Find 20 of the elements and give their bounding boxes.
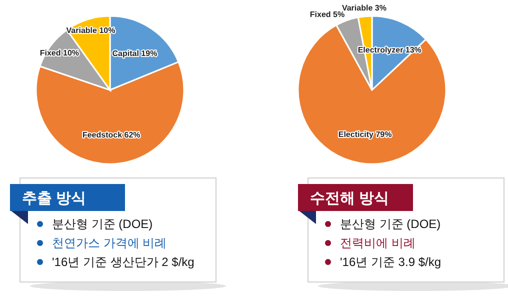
text: '16년 기준 생산단가 2 $/kg — [52, 255, 194, 269]
data-label: 79% — [374, 130, 392, 139]
text: 천연가스 가격에 비례 — [52, 236, 167, 250]
text: '16년 기준 3.9 $/kg — [340, 255, 442, 269]
data-label: 62% — [122, 130, 140, 140]
slice-label: Variable — [342, 3, 374, 12]
data-label: 3% — [372, 3, 386, 12]
text: 수전해 방식 — [310, 190, 390, 207]
data-label: 19% — [138, 49, 158, 58]
text: 분산형 기준 (DOE) — [52, 217, 153, 231]
text: 전력비에 비례 — [340, 236, 416, 250]
text: 분산형 기준 (DOE) — [340, 217, 441, 231]
slice-label: Feedstock — [82, 130, 123, 140]
slice-label: Fixed — [310, 10, 331, 19]
slice-label: Capital — [112, 49, 139, 58]
data-label: 10% — [60, 48, 80, 58]
data-label: 13% — [403, 45, 422, 54]
data-label: 5% — [330, 10, 345, 19]
text: 추출 방식 — [22, 190, 86, 207]
slice-label: Electicity — [338, 130, 374, 139]
